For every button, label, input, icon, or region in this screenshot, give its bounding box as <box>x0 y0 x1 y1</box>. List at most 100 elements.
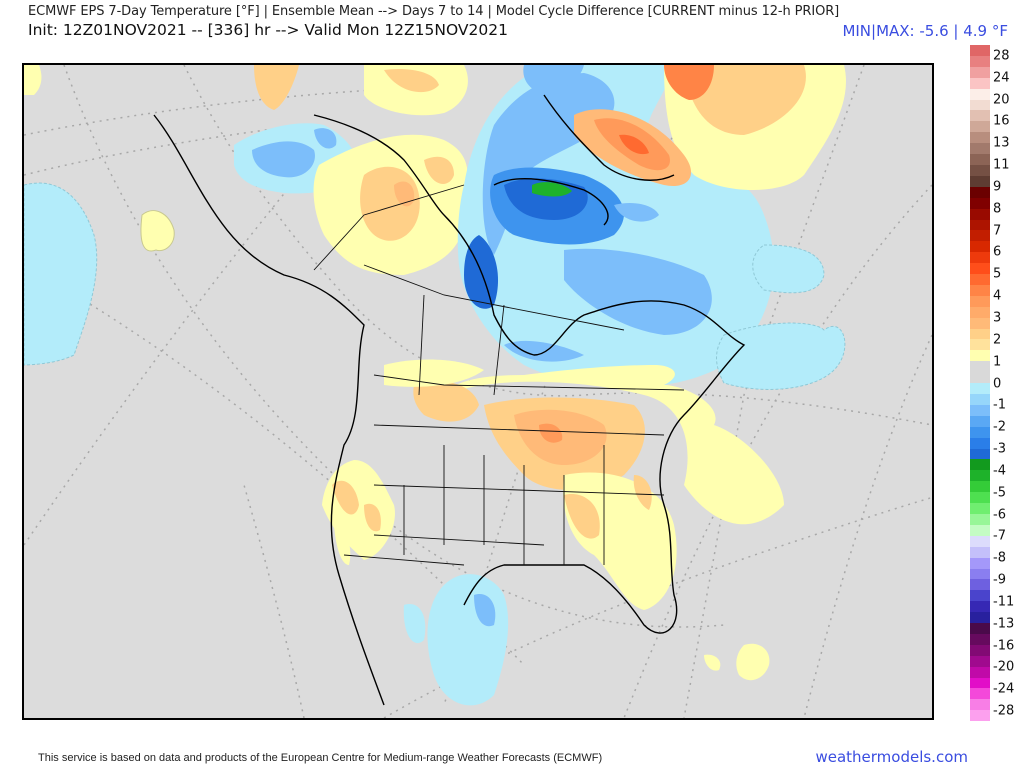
ecmwf-attribution: This service is based on data and produc… <box>38 752 603 764</box>
pacific-cold-anomaly <box>24 182 98 366</box>
colorbar-swatch <box>970 590 990 602</box>
colorbar-label: -4 <box>993 463 1006 479</box>
colorbar-swatch <box>970 415 990 427</box>
colorbar-swatch <box>970 121 990 133</box>
colorbar-swatch <box>970 688 990 700</box>
colorbar-swatch <box>970 437 990 449</box>
chart-title: ECMWF EPS 7-Day Temperature [°F] | Ensem… <box>28 4 840 19</box>
colorbar-swatch <box>970 350 990 362</box>
colorbar-swatch <box>970 110 990 122</box>
colorbar-swatch <box>970 459 990 471</box>
colorbar-swatch <box>970 306 990 318</box>
site-link[interactable]: weathermodels.com <box>815 748 968 766</box>
atlantic-cold-anomaly <box>716 322 846 390</box>
colorbar-swatch <box>970 513 990 525</box>
colorbar-swatch <box>970 655 990 667</box>
colorbar-swatch <box>970 241 990 253</box>
map-canvas <box>24 65 932 718</box>
colorbar-swatch <box>970 143 990 155</box>
colorbar-legend <box>970 45 990 722</box>
colorbar-swatch <box>970 55 990 67</box>
colorbar-swatch <box>970 45 990 56</box>
colorbar-swatch <box>970 481 990 493</box>
colorbar-swatch <box>970 77 990 89</box>
colorbar-label: 13 <box>993 135 1010 151</box>
colorbar-label: 24 <box>993 70 1010 86</box>
colorbar-label: 9 <box>993 179 1002 195</box>
colorbar-swatch <box>970 503 990 514</box>
colorbar-label: -9 <box>993 572 1006 588</box>
colorbar-swatch <box>970 263 990 275</box>
colorbar-label: -2 <box>993 419 1006 435</box>
colorbar-label: 0 <box>993 376 1002 391</box>
colorbar-swatch <box>970 164 990 176</box>
colorbar-label: -20 <box>993 659 1015 675</box>
colorbar-swatch <box>970 175 990 187</box>
colorbar-swatch <box>970 612 990 624</box>
colorbar-swatch <box>970 394 990 405</box>
colorbar-label: -3 <box>993 441 1006 457</box>
colorbar-swatch <box>970 448 990 460</box>
colorbar-swatch <box>970 230 990 242</box>
colorbar-label: 8 <box>993 201 1002 217</box>
colorbar-label: 11 <box>993 157 1010 173</box>
init-valid-time: Init: 12Z01NOV2021 -- [336] hr --> Valid… <box>28 21 508 39</box>
colorbar-label: 7 <box>993 223 1002 239</box>
min-max-readout: MIN|MAX: -5.6 | 4.9 °F <box>842 22 1008 40</box>
colorbar-swatch <box>970 710 990 722</box>
colorbar-label: 28 <box>993 48 1010 64</box>
colorbar-swatch <box>970 132 990 144</box>
colorbar-swatch <box>970 284 990 296</box>
colorbar-label: -24 <box>993 681 1015 697</box>
colorbar-label: -5 <box>993 485 1006 501</box>
coastlines <box>153 94 746 706</box>
colorbar-swatch <box>970 219 990 231</box>
colorbar-label: -7 <box>993 528 1006 544</box>
colorbar-swatch <box>970 633 990 645</box>
colorbar-label: -16 <box>993 638 1015 654</box>
colorbar-swatch <box>970 557 990 569</box>
colorbar-swatch <box>970 197 990 209</box>
colorbar-label: -11 <box>993 594 1015 610</box>
colorbar-swatch <box>970 579 990 591</box>
colorbar-swatch <box>970 372 990 384</box>
colorbar-swatch <box>970 339 990 351</box>
colorbar-label: 16 <box>993 113 1010 129</box>
colorbar-label: 20 <box>993 92 1010 108</box>
colorbar-swatch <box>970 295 990 307</box>
colorbar-label: 6 <box>993 244 1002 260</box>
colorbar-swatch <box>970 88 990 100</box>
colorbar-swatch <box>970 699 990 711</box>
eastern-us-warm-anomaly <box>444 365 784 525</box>
colorbar-label: -1 <box>993 397 1006 413</box>
temperature-difference-map <box>22 63 934 720</box>
colorbar-swatch <box>970 66 990 78</box>
colorbar-swatch <box>970 677 990 689</box>
colorbar-swatch <box>970 208 990 220</box>
colorbar-swatch <box>970 666 990 678</box>
colorbar-label: 2 <box>993 332 1002 348</box>
colorbar-swatch <box>970 274 990 285</box>
colorbar-swatch <box>970 535 990 547</box>
colorbar-swatch <box>970 524 990 536</box>
colorbar-swatch <box>970 492 990 504</box>
colorbar-swatch <box>970 317 990 329</box>
colorbar-label: -8 <box>993 550 1006 566</box>
colorbar-label: 4 <box>993 288 1002 304</box>
colorbar-label: -28 <box>993 703 1015 719</box>
colorbar-swatch <box>970 404 990 416</box>
colorbar-label: 3 <box>993 310 1002 326</box>
colorbar-swatch <box>970 328 990 340</box>
colorbar-swatch <box>970 252 990 264</box>
colorbar-swatch <box>970 644 990 656</box>
colorbar-label: 1 <box>993 354 1002 370</box>
colorbar-swatch <box>970 470 990 482</box>
colorbar-swatch <box>970 568 990 580</box>
colorbar-swatch <box>970 186 990 198</box>
political-boundaries <box>313 184 685 566</box>
colorbar-swatch <box>970 99 990 111</box>
colorbar-swatch <box>970 546 990 558</box>
colorbar-label: -6 <box>993 507 1006 523</box>
colorbar-label: 5 <box>993 266 1002 282</box>
colorbar-label: -13 <box>993 616 1015 632</box>
